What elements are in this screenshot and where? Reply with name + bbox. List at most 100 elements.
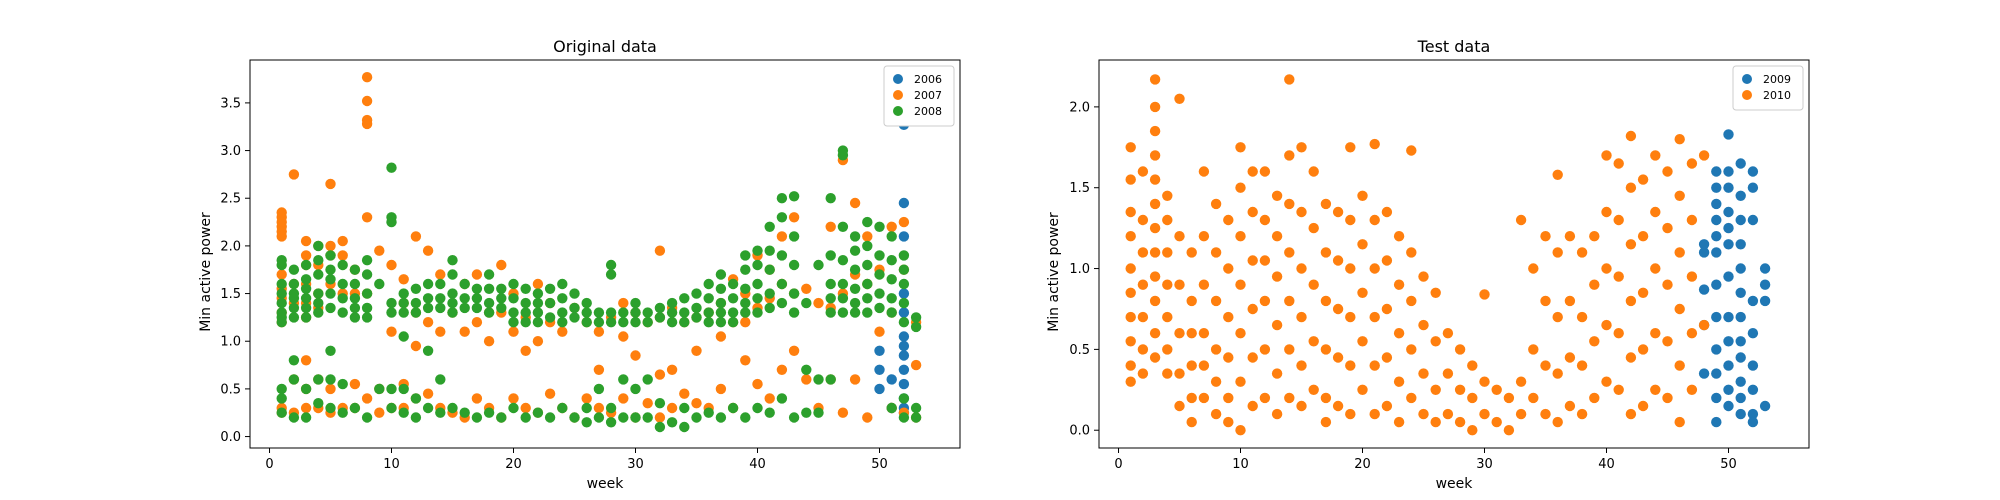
data-point: [1698, 284, 1710, 295]
data-point: [1735, 214, 1746, 226]
data-point: [886, 293, 897, 304]
data-point: [532, 288, 544, 299]
data-point: [374, 407, 385, 418]
data-point: [849, 197, 861, 209]
data-point: [1564, 352, 1576, 363]
data-point: [1759, 279, 1771, 290]
data-point: [1430, 287, 1441, 298]
data-point: [1540, 295, 1551, 307]
chart-test-data: Test data week Min active power 0 10 20 30 4…: [1046, 37, 1810, 492]
data-point: [1747, 295, 1759, 307]
y-axis-label: Min active power: [1046, 212, 1062, 332]
data-point: [813, 407, 824, 418]
data-point: [276, 288, 287, 299]
data-point: [630, 412, 641, 423]
data-point: [435, 302, 446, 314]
data-point: [1576, 360, 1588, 371]
data-point: [825, 293, 836, 304]
data-point: [1308, 222, 1319, 234]
data-point: [618, 412, 629, 423]
data-point: [581, 307, 592, 318]
data-point: [1723, 239, 1734, 250]
data-point: [593, 402, 605, 414]
data-point: [776, 231, 788, 242]
data-point: [801, 407, 812, 418]
data-point: [1418, 368, 1429, 379]
data-point: [1149, 222, 1161, 234]
data-point: [1662, 222, 1673, 234]
data-point: [618, 374, 629, 385]
data-point: [1369, 408, 1380, 420]
data-point: [581, 417, 592, 428]
data-point: [776, 393, 788, 404]
data-point: [459, 278, 470, 290]
data-point: [325, 250, 336, 261]
data-point: [569, 302, 580, 314]
data-point: [849, 245, 861, 256]
data-point: [1137, 279, 1149, 290]
data-point: [483, 269, 495, 280]
data-point: [1576, 247, 1588, 258]
series-2007: [276, 72, 922, 423]
data-point: [740, 297, 751, 309]
data-point: [764, 221, 775, 232]
data-point: [581, 317, 592, 328]
data-point: [1345, 214, 1356, 226]
data-point: [862, 412, 873, 423]
data-point: [1625, 182, 1637, 193]
data-point: [313, 398, 324, 409]
data-point: [1601, 319, 1612, 331]
data-point: [1698, 247, 1710, 258]
data-point: [337, 235, 348, 247]
x-tick-label: 20: [505, 457, 522, 472]
data-point: [825, 374, 836, 385]
data-point: [1125, 206, 1136, 218]
data-point: [496, 412, 507, 423]
data-point: [398, 297, 409, 309]
data-point: [1637, 231, 1649, 242]
data-point: [1332, 400, 1344, 412]
data-point: [1308, 384, 1319, 395]
data-point: [581, 297, 592, 309]
data-point: [679, 402, 690, 414]
data-point: [788, 212, 800, 223]
data-point: [1369, 263, 1380, 274]
y-tick-label: 1.5: [1069, 181, 1090, 196]
data-point: [471, 412, 483, 423]
data-point: [630, 297, 641, 309]
data-point: [1747, 166, 1759, 177]
data-point: [1137, 214, 1149, 226]
legend-label: 2006: [914, 73, 942, 86]
data-point: [642, 317, 653, 328]
data-point: [276, 317, 287, 328]
data-point: [740, 307, 751, 318]
data-point: [508, 326, 519, 337]
data-point: [1125, 174, 1136, 185]
legend-marker: [893, 106, 903, 116]
data-point: [1735, 336, 1746, 347]
data-point: [642, 374, 653, 385]
data-point: [1589, 231, 1600, 242]
data-point: [532, 307, 544, 318]
data-point: [1210, 295, 1222, 307]
data-point: [313, 374, 324, 385]
data-point: [361, 393, 373, 404]
data-point: [569, 288, 580, 299]
data-point: [898, 307, 910, 318]
data-point: [679, 421, 690, 433]
data-point: [410, 307, 422, 318]
data-point: [1247, 352, 1258, 363]
data-point: [605, 417, 617, 428]
data-point: [435, 374, 446, 385]
data-point: [386, 326, 397, 337]
data-point: [666, 317, 678, 328]
data-point: [1137, 311, 1149, 323]
data-point: [1613, 271, 1624, 282]
data-point: [300, 283, 312, 294]
data-point: [740, 264, 751, 275]
data-point: [288, 169, 300, 180]
data-point: [1223, 311, 1234, 323]
data-point: [593, 307, 605, 318]
data-point: [691, 345, 702, 356]
data-point: [825, 307, 836, 318]
